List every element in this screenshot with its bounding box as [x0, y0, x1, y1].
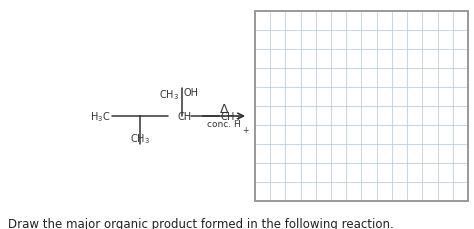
Text: OH: OH: [184, 88, 199, 98]
Text: +: +: [242, 125, 248, 134]
Text: CH$_3$: CH$_3$: [130, 132, 150, 145]
Text: CH$_3$: CH$_3$: [220, 110, 240, 123]
Text: CH$_3$: CH$_3$: [159, 88, 179, 101]
Text: CH: CH: [178, 112, 192, 121]
Text: H$_3$C: H$_3$C: [90, 110, 110, 123]
Text: Δ: Δ: [220, 103, 228, 115]
Text: conc. H: conc. H: [207, 120, 241, 128]
Bar: [255, 12, 468, 201]
Text: Draw the major organic product formed in the following reaction.: Draw the major organic product formed in…: [8, 217, 394, 229]
